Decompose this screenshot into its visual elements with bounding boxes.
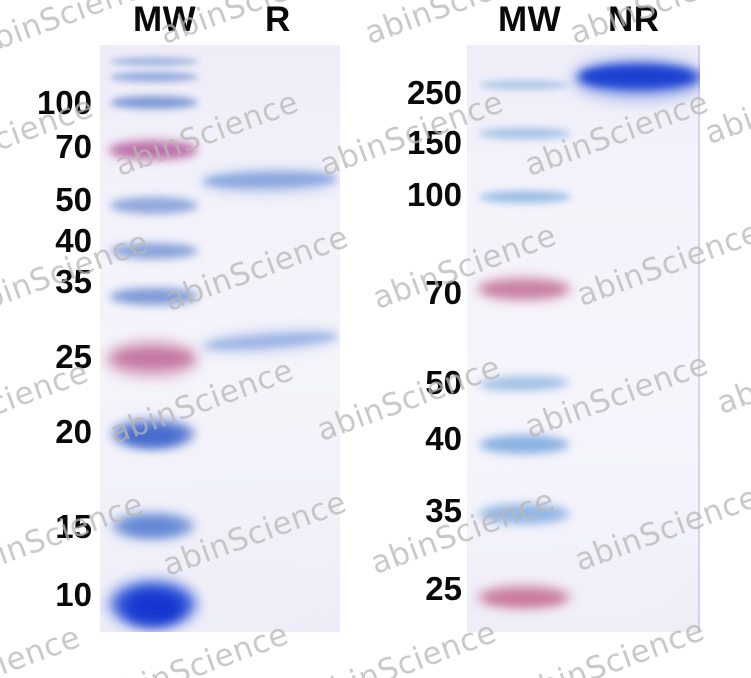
- left-ladder-band-35: [110, 288, 198, 305]
- watermark-text: abinScience: [700, 52, 751, 152]
- right-marker-label-150: 150: [406, 124, 462, 161]
- watermark-text: abinScience: [712, 322, 751, 422]
- right-ladder-band-35: [479, 504, 569, 524]
- right-ladder-band-70-core: [483, 284, 565, 295]
- nr-lane-band-intact-igg-core: [583, 68, 691, 85]
- left-ladder-band-10-core: [124, 591, 182, 625]
- right-gel-panel: [467, 45, 700, 632]
- left-marker-label-15: 15: [55, 508, 92, 545]
- left-ladder-band-50: [110, 197, 198, 214]
- left-marker-label-10: 10: [55, 576, 92, 613]
- left-panel-mw-header: MW: [133, 0, 197, 39]
- left-ladder-band-100: [110, 96, 198, 109]
- left-ladder-band-25-core: [114, 350, 192, 366]
- right-marker-label-70: 70: [425, 274, 462, 311]
- left-marker-label-70: 70: [55, 128, 92, 165]
- left-ladder-band-15-core: [124, 519, 180, 535]
- right-ladder-band-40: [479, 435, 569, 454]
- right-ladder-band-100: [479, 191, 571, 203]
- left-marker-label-40: 40: [55, 222, 92, 259]
- left-ladder-band-250: [110, 57, 198, 66]
- left-ladder-band-150: [110, 72, 198, 82]
- right-ladder-band-150: [479, 128, 571, 139]
- left-ladder-band-40: [110, 243, 198, 259]
- left-marker-label-100: 100: [36, 84, 92, 121]
- watermark-text: abinScience: [0, 619, 86, 678]
- right-ladder-band-250: [479, 80, 569, 90]
- left-marker-label-20: 20: [55, 413, 92, 450]
- left-panel-sample-header: R: [265, 0, 291, 39]
- right-marker-label-40: 40: [425, 420, 462, 457]
- left-ladder-band-70-core: [112, 145, 196, 156]
- right-ladder-band-25-core: [485, 592, 563, 605]
- left-marker-label-50: 50: [55, 181, 92, 218]
- left-marker-label-25: 25: [55, 338, 92, 375]
- left-marker-label-35: 35: [55, 263, 92, 300]
- right-panel-mw-header: MW: [498, 0, 562, 39]
- right-marker-label-100: 100: [406, 176, 462, 213]
- right-panel-sample-header: NR: [608, 0, 660, 39]
- left-ladder-band-20-core: [124, 428, 180, 446]
- right-marker-label-25: 25: [425, 570, 462, 607]
- right-marker-label-50: 50: [425, 364, 462, 401]
- r-lane-band-light-chain-halo: [199, 324, 340, 358]
- right-marker-label-35: 35: [425, 492, 462, 529]
- left-gel-panel: [100, 45, 340, 632]
- right-ladder-band-50: [478, 374, 570, 393]
- right-marker-label-250: 250: [406, 74, 462, 111]
- r-lane-band-heavy-chain-halo: [199, 167, 340, 195]
